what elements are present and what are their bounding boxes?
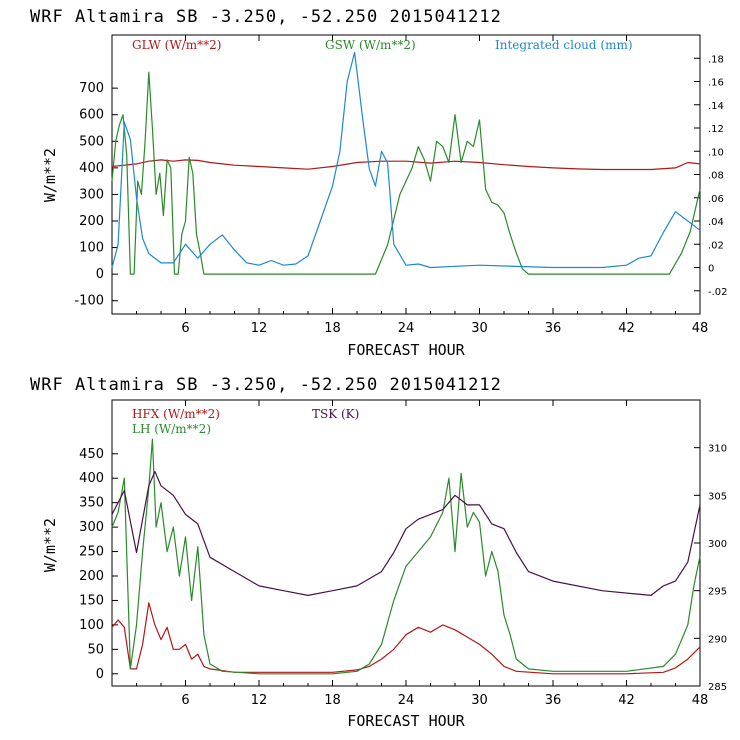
x-tick-label: 12	[251, 693, 268, 708]
x-tick-label: 24	[398, 693, 415, 708]
legend-gsw: GSW (W/m**2)	[325, 38, 416, 52]
y-tick-label: 300	[79, 187, 104, 202]
x-tick-label: 42	[618, 321, 635, 336]
plot-frame	[111, 399, 701, 687]
y2-tick-label: .08	[708, 171, 724, 182]
x-tick-label: 30	[471, 693, 488, 708]
x-tick-label: 36	[545, 321, 562, 336]
y-tick-label: 150	[79, 593, 104, 608]
legend-hfx: HFX (W/m**2)	[132, 407, 220, 421]
y2-tick-label: .04	[708, 217, 724, 228]
legend-lh: LH (W/m**2)	[132, 422, 211, 436]
y2-tick-label: 285	[708, 682, 727, 693]
series-line-lh	[111, 438, 701, 675]
x-tick-label: 6	[181, 693, 189, 708]
y2-tick-label: -.02	[708, 287, 728, 298]
y2-tick-label: 0	[708, 264, 714, 275]
y2-tick-label: .18	[708, 54, 724, 65]
y2-tick-label: 295	[708, 587, 727, 598]
y-axis-label: W/m**2	[41, 518, 59, 572]
y2-tick-label: .06	[708, 194, 724, 205]
y2-tick-label: .10	[708, 147, 724, 158]
y-tick-label: 100	[79, 618, 104, 633]
x-axis-label: FORECAST HOUR	[347, 712, 465, 730]
y-tick-label: 100	[79, 241, 104, 256]
y2-tick-label: 300	[708, 539, 727, 550]
x-tick-label: 36	[545, 693, 562, 708]
y-tick-label: 700	[79, 81, 104, 96]
y-tick-label: 450	[79, 447, 104, 462]
series-line-glw	[111, 159, 701, 171]
y-tick-label: 400	[79, 471, 104, 486]
y-tick-label: 400	[79, 161, 104, 176]
series-line-gsw	[111, 71, 701, 275]
legend-tsk: TSK (K)	[312, 407, 359, 421]
y-tick-label: 0	[96, 267, 104, 282]
x-tick-label: 30	[471, 321, 488, 336]
x-tick-label: 18	[324, 321, 341, 336]
y-axis-label: W/m**2	[41, 148, 59, 202]
y-tick-label: 500	[79, 134, 104, 149]
y2-tick-label: .14	[708, 101, 724, 112]
x-tick-label: 48	[692, 693, 709, 708]
y2-tick-label: 310	[708, 444, 727, 455]
x-tick-label: 24	[398, 321, 415, 336]
series-line-integrated	[111, 51, 701, 269]
y-tick-label: 200	[79, 569, 104, 584]
y2-tick-label: .12	[708, 124, 724, 135]
x-tick-label: 18	[324, 693, 341, 708]
x-tick-label: 12	[251, 321, 268, 336]
y-tick-label: 300	[79, 520, 104, 535]
series-line-hfx	[111, 602, 701, 675]
panel-top: WRF Altamira SB -3.250, -52.250 20150412…	[30, 7, 728, 359]
y2-tick-label: 290	[708, 634, 727, 645]
y-tick-label: 50	[87, 642, 104, 657]
plot-frame	[111, 34, 701, 315]
y-tick-label: 0	[96, 667, 104, 682]
y-tick-label: -100	[74, 294, 104, 309]
series-line-tsk	[111, 470, 701, 597]
y-tick-label: 600	[79, 108, 104, 123]
x-axis-label: FORECAST HOUR	[347, 341, 465, 359]
chart-title: WRF Altamira SB -3.250, -52.250 20150412…	[30, 7, 502, 27]
y-tick-label: 200	[79, 214, 104, 229]
x-tick-label: 42	[618, 693, 635, 708]
legend-integrated: Integrated cloud (mm)	[495, 38, 633, 52]
y2-tick-label: .02	[708, 240, 724, 251]
panel-bottom: WRF Altamira SB -3.250, -52.250 20150412…	[30, 375, 727, 730]
y2-tick-label: .16	[708, 78, 724, 89]
y2-tick-label: 305	[708, 491, 727, 502]
legend-glw: GLW (W/m**2)	[132, 38, 221, 52]
chart-title: WRF Altamira SB -3.250, -52.250 20150412…	[30, 375, 502, 395]
y-tick-label: 250	[79, 545, 104, 560]
y-tick-label: 350	[79, 496, 104, 511]
x-tick-label: 48	[692, 321, 709, 336]
x-tick-label: 6	[181, 321, 189, 336]
